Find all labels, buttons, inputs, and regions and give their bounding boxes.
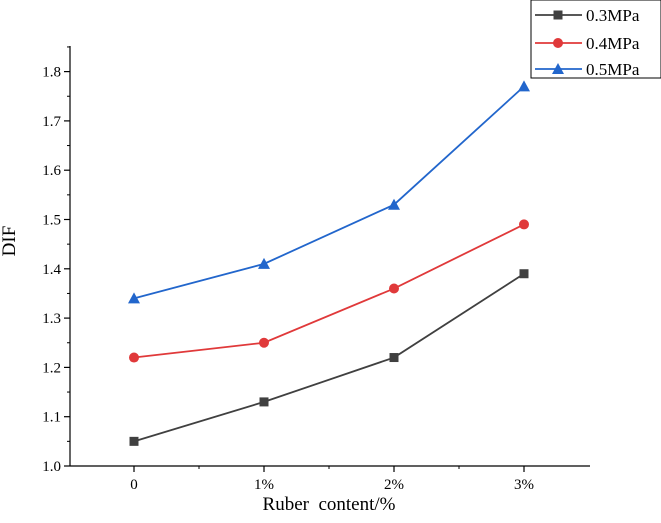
y-tick-label: 1.4: [42, 262, 61, 278]
y-ticks: 1.0 1.1 1.2 1.3 1.4 1.5 1.6 1.7 1.8: [42, 46, 70, 475]
data-point-0-3mpa: [519, 269, 529, 279]
series-0-3mpa: [129, 269, 529, 446]
y-tick-label: 1.6: [42, 163, 61, 179]
legend-label: 0.5MPa: [586, 60, 640, 79]
data-point-0-5mpa: [258, 257, 270, 269]
series: [128, 80, 530, 446]
data-point-0-5mpa: [128, 292, 140, 304]
legend-label: 0.3MPa: [586, 6, 640, 25]
legend-marker: [553, 38, 563, 48]
y-axis-title: DIF: [0, 226, 20, 257]
y-tick-label: 1.2: [42, 360, 61, 376]
y-tick-label: 1.7: [42, 114, 61, 130]
data-point-0-4mpa: [259, 337, 269, 348]
x-axis-title: Ruber content/%: [263, 494, 396, 515]
series-line-0-4mpa: [133, 223, 525, 359]
data-point-0-3mpa: [259, 397, 269, 407]
x-tick-label: 2%: [384, 477, 404, 493]
legend: 0.3MPa 0.4MPa 0.5MPa: [530, 0, 661, 79]
data-point-0-3mpa: [389, 353, 399, 363]
x-tick-label: 0: [130, 477, 138, 493]
series-0-4mpa: [129, 219, 529, 363]
axes: [69, 46, 590, 467]
legend-label: 0.4MPa: [586, 34, 640, 53]
legend-marker: [552, 63, 564, 74]
series-line-0-5mpa: [133, 85, 525, 300]
series-line-0-3mpa: [133, 272, 525, 443]
data-point-0-3mpa: [129, 436, 139, 446]
data-point-0-4mpa: [129, 352, 139, 363]
y-tick-label: 1.1: [42, 410, 61, 426]
y-tick-label: 1.5: [42, 213, 61, 229]
y-tick-label: 1.3: [42, 311, 61, 327]
data-point-0-4mpa: [389, 283, 399, 294]
legend-box: [530, 0, 661, 79]
x-ticks: 0 1% 2% 3%: [130, 466, 534, 493]
x-tick-label: 1%: [254, 477, 274, 493]
y-tick-label: 1.8: [42, 65, 61, 81]
data-point-0-5mpa: [388, 198, 400, 210]
y-tick-label: 1.0: [42, 459, 61, 475]
data-point-0-5mpa: [518, 80, 530, 92]
data-point-0-4mpa: [519, 219, 529, 230]
legend-marker: [553, 10, 563, 20]
series-0-5mpa: [128, 80, 530, 304]
x-tick-label: 3%: [514, 477, 534, 493]
